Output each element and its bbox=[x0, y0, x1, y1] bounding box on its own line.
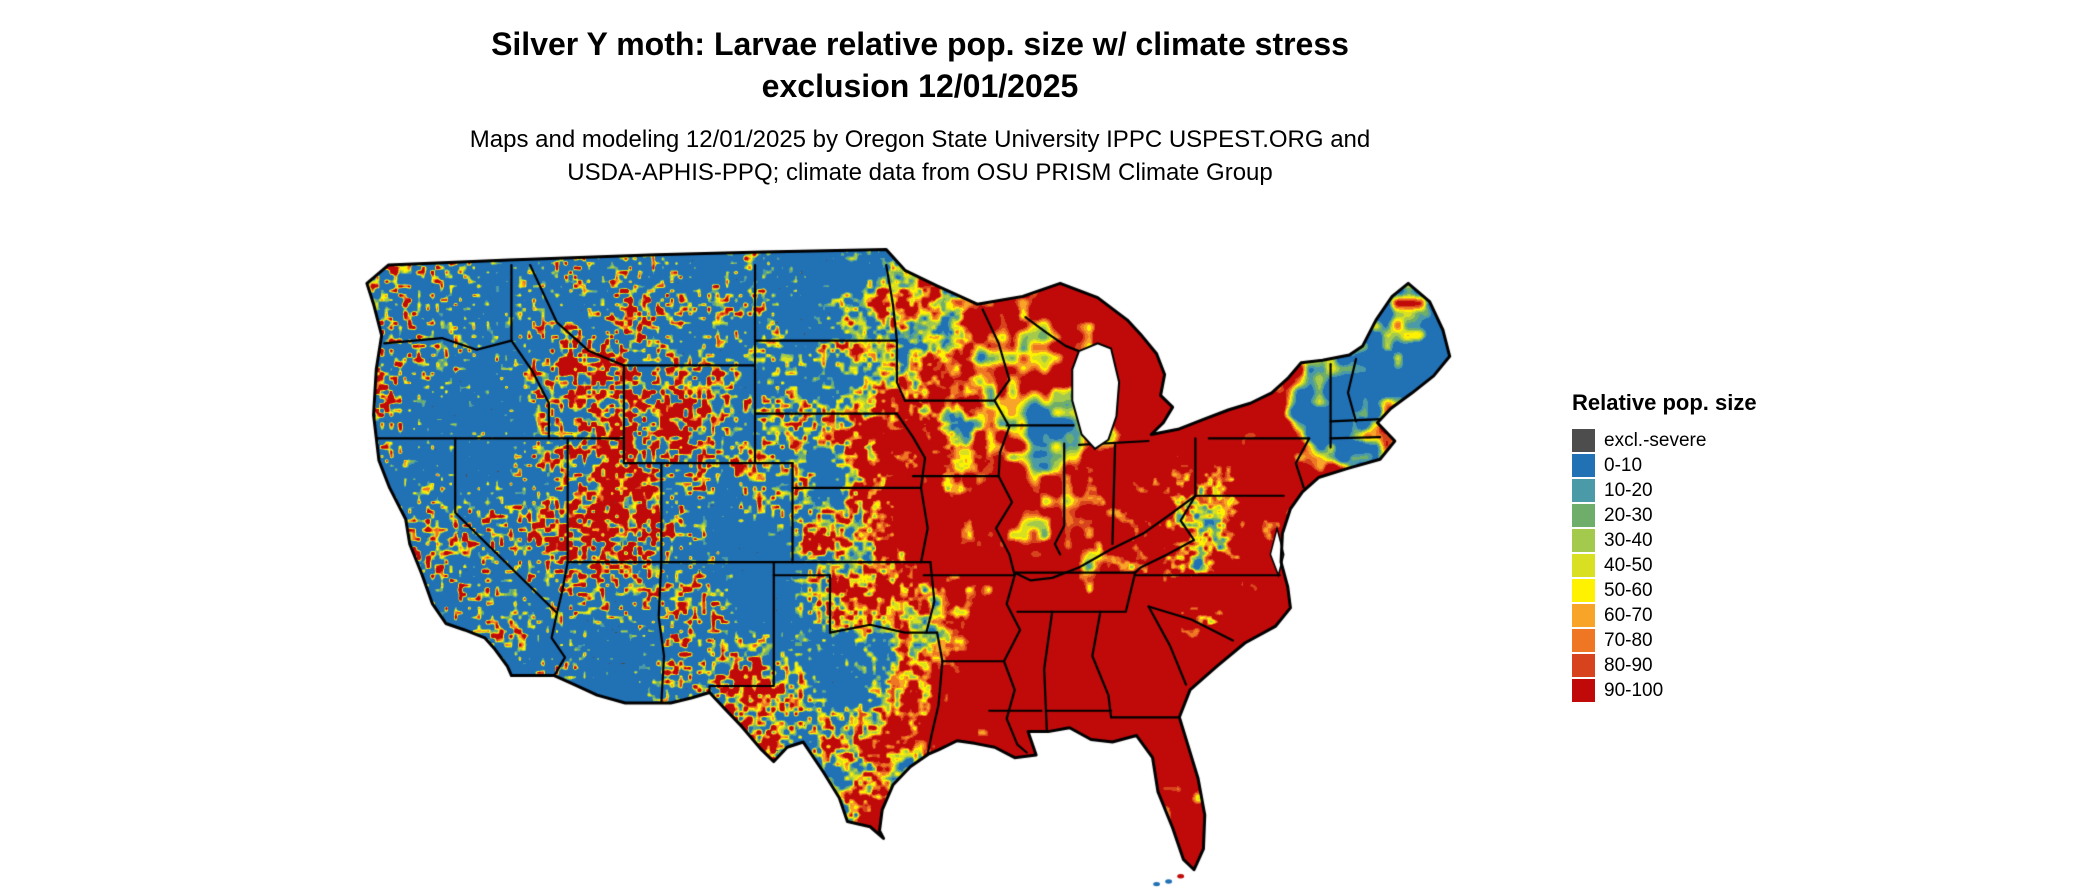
page-title-line2: exclusion 12/01/2025 bbox=[761, 67, 1079, 104]
legend: Relative pop. size excl.-severe 0-10 10-… bbox=[1572, 390, 1757, 703]
legend-item: 10-20 bbox=[1572, 478, 1757, 503]
legend-label: 50-60 bbox=[1604, 579, 1653, 601]
subtitle-line2: USDA-APHIS-PPQ; climate data from OSU PR… bbox=[567, 159, 1273, 187]
legend-title: Relative pop. size bbox=[1572, 390, 1757, 415]
legend-item: 20-30 bbox=[1572, 503, 1757, 528]
legend-swatch bbox=[1572, 654, 1595, 677]
legend-label: 10-20 bbox=[1604, 479, 1653, 501]
legend-swatch bbox=[1572, 429, 1595, 452]
legend-label: 0-10 bbox=[1604, 454, 1643, 476]
legend-item: excl.-severe bbox=[1572, 428, 1757, 453]
legend-swatch bbox=[1572, 629, 1595, 652]
legend-swatch bbox=[1572, 454, 1595, 477]
legend-label: 70-80 bbox=[1604, 629, 1653, 651]
legend-items: excl.-severe 0-10 10-20 20-30 30-40 40-5… bbox=[1572, 428, 1757, 703]
subtitle: Maps and modeling 12/01/2025 by Oregon S… bbox=[0, 123, 1840, 189]
legend-item: 50-60 bbox=[1572, 578, 1757, 603]
legend-label: 60-70 bbox=[1604, 604, 1653, 626]
legend-swatch bbox=[1572, 679, 1595, 702]
subtitle-line1: Maps and modeling 12/01/2025 by Oregon S… bbox=[469, 126, 1371, 154]
legend-swatch bbox=[1572, 529, 1595, 552]
legend-swatch bbox=[1572, 604, 1595, 627]
legend-swatch bbox=[1572, 479, 1595, 502]
legend-item: 30-40 bbox=[1572, 528, 1757, 553]
legend-item: 60-70 bbox=[1572, 603, 1757, 628]
legend-item: 70-80 bbox=[1572, 628, 1757, 653]
legend-item: 80-90 bbox=[1572, 653, 1757, 678]
legend-label: 30-40 bbox=[1604, 529, 1653, 551]
legend-label: 40-50 bbox=[1604, 554, 1653, 576]
legend-item: 90-100 bbox=[1572, 678, 1757, 703]
page-title-line1: Silver Y moth: Larvae relative pop. size… bbox=[491, 26, 1349, 62]
legend-label: 80-90 bbox=[1604, 654, 1653, 676]
legend-label: 90-100 bbox=[1604, 679, 1664, 701]
us-map bbox=[308, 226, 1526, 888]
legend-swatch bbox=[1572, 554, 1595, 577]
legend-swatch bbox=[1572, 504, 1595, 527]
page-title: Silver Y moth: Larvae relative pop. size… bbox=[0, 24, 1840, 107]
legend-swatch bbox=[1572, 579, 1595, 602]
us-map-canvas bbox=[308, 226, 1526, 888]
legend-item: 40-50 bbox=[1572, 553, 1757, 578]
legend-item: 0-10 bbox=[1572, 453, 1757, 478]
header: Silver Y moth: Larvae relative pop. size… bbox=[0, 24, 1840, 189]
legend-label: 20-30 bbox=[1604, 504, 1653, 526]
legend-label: excl.-severe bbox=[1604, 429, 1707, 451]
